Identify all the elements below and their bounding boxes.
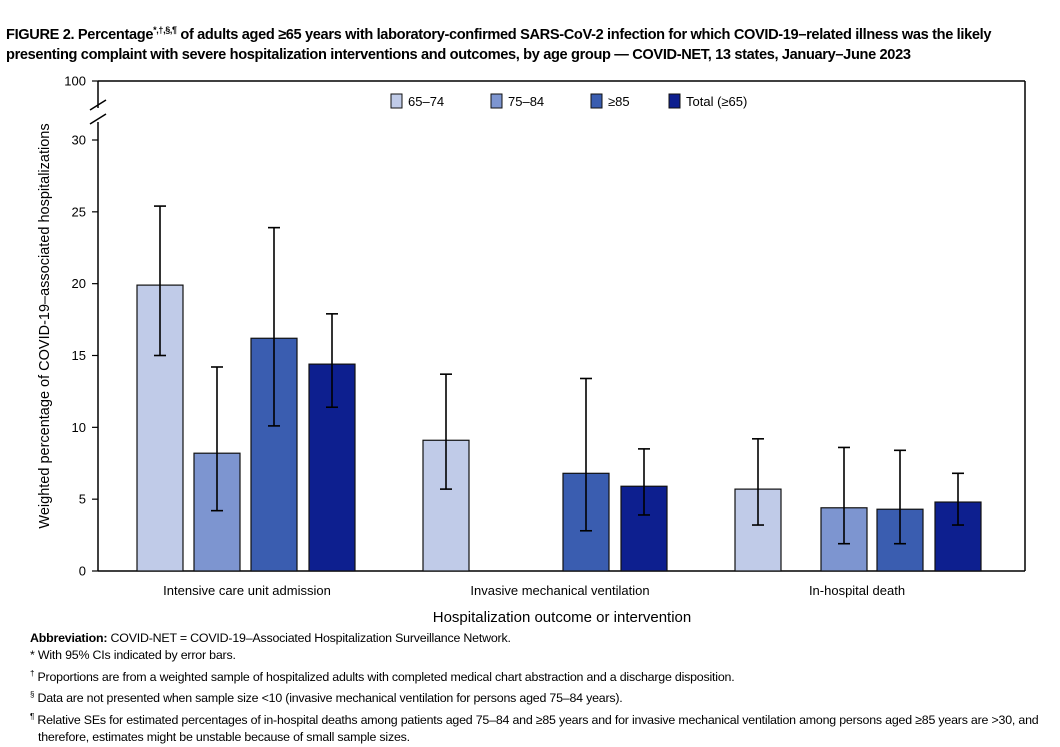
axis-break-mark bbox=[89, 113, 107, 125]
y-tick-label: 20 bbox=[72, 276, 86, 291]
legend-swatch bbox=[590, 93, 603, 109]
legend-label: 65–74 bbox=[408, 94, 444, 109]
y-tick-label: 100 bbox=[64, 74, 86, 89]
y-tick-label: 5 bbox=[79, 492, 86, 507]
legend-label: 75–84 bbox=[508, 94, 544, 109]
y-tick-label: 10 bbox=[72, 420, 86, 435]
abbrev-label: Abbreviation: bbox=[30, 631, 108, 645]
x-category-label: Intensive care unit admission bbox=[163, 583, 331, 598]
legend-label: ≥85 bbox=[608, 94, 630, 109]
footnote-3: § Data are not presented when sample siz… bbox=[30, 686, 1050, 708]
abbrev-text: COVID-NET = COVID-19–Associated Hospital… bbox=[107, 631, 511, 645]
title-prefix: FIGURE 2. Percentage bbox=[6, 26, 154, 43]
footnote-text: With 95% CIs indicated by error bars. bbox=[34, 648, 236, 663]
x-category-label: Invasive mechanical ventilation bbox=[470, 583, 649, 598]
title-rest: of adults aged ≥65 years with laboratory… bbox=[6, 26, 992, 63]
x-category-label: In-hospital death bbox=[809, 583, 905, 598]
footnote-mark: † bbox=[30, 668, 35, 678]
title-footnote-marks: *,†,§,¶ bbox=[153, 25, 177, 35]
footnote-mark: ¶ bbox=[30, 711, 35, 721]
y-tick-label: 25 bbox=[72, 204, 86, 219]
legend-swatch bbox=[490, 93, 503, 109]
footnote-text: Data are not presented when sample size … bbox=[34, 691, 623, 706]
abbreviation-note: Abbreviation: COVID-NET = COVID-19–Assoc… bbox=[30, 630, 1050, 647]
y-tick-label: 0 bbox=[79, 564, 86, 579]
legend-swatch bbox=[668, 93, 681, 109]
footnote-2: † Proportions are from a weighted sample… bbox=[30, 665, 1050, 687]
footnote-mark: § bbox=[30, 690, 35, 700]
x-axis-label: Hospitalization outcome or intervention bbox=[433, 609, 691, 626]
axis-break-mark bbox=[89, 99, 107, 111]
footnote-text: Relative SEs for estimated percentages o… bbox=[34, 713, 1039, 745]
legend-swatch bbox=[390, 93, 403, 109]
footnote-mark: * bbox=[30, 648, 35, 663]
footnotes: Abbreviation: COVID-NET = COVID-19–Assoc… bbox=[30, 630, 1050, 747]
footnote-text: Proportions are from a weighted sample o… bbox=[34, 669, 735, 684]
y-tick-label: 15 bbox=[72, 348, 86, 363]
y-axis-label: Weighted percentage of COVID-19–associat… bbox=[37, 123, 53, 528]
footnote-4: ¶ Relative SEs for estimated percentages… bbox=[30, 708, 1050, 747]
legend-label: Total (≥65) bbox=[686, 94, 747, 109]
y-tick-label: 30 bbox=[72, 133, 86, 148]
footnote-1: * With 95% CIs indicated by error bars. bbox=[30, 647, 1050, 664]
figure-title: FIGURE 2. Percentage*,†,§,¶ of adults ag… bbox=[6, 20, 1056, 65]
